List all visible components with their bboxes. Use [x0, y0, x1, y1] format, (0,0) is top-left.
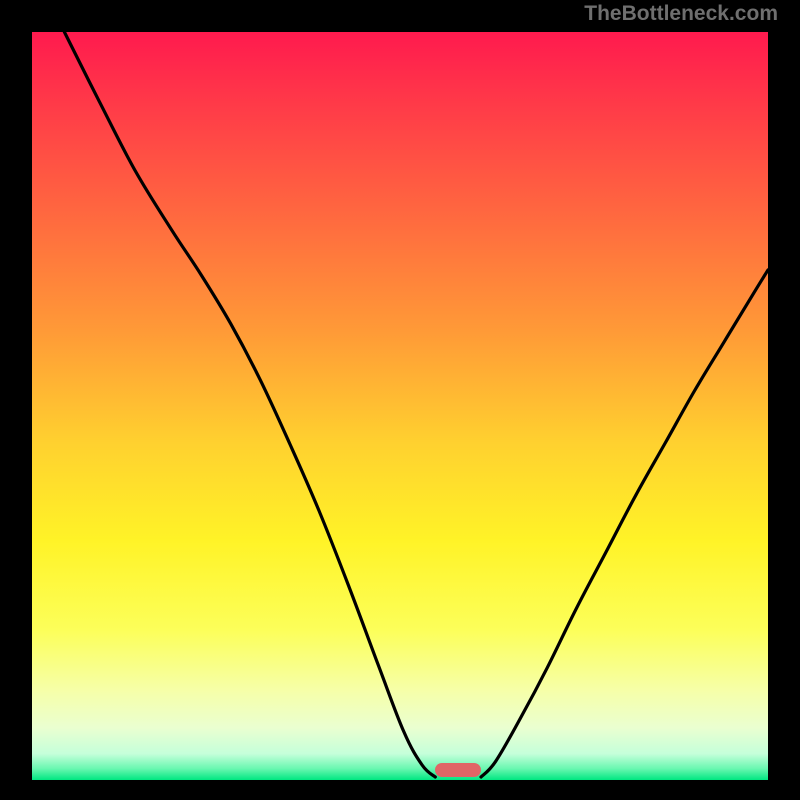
- chart-frame: TheBottleneck.com: [0, 0, 800, 800]
- minimum-marker: [435, 763, 481, 777]
- curve-svg: [0, 0, 800, 800]
- watermark-text: TheBottleneck.com: [584, 2, 778, 26]
- bottleneck-curve-right: [481, 270, 768, 777]
- bottleneck-curve-left: [64, 32, 435, 777]
